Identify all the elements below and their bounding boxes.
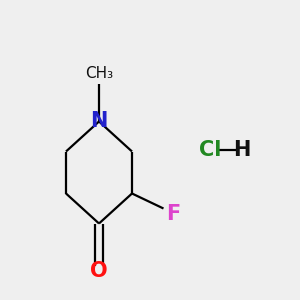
- Text: H: H: [233, 140, 250, 160]
- Text: CH₃: CH₃: [85, 66, 113, 81]
- Text: N: N: [90, 111, 108, 130]
- Text: F: F: [166, 204, 181, 224]
- Text: O: O: [90, 261, 108, 280]
- Text: Cl: Cl: [199, 140, 221, 160]
